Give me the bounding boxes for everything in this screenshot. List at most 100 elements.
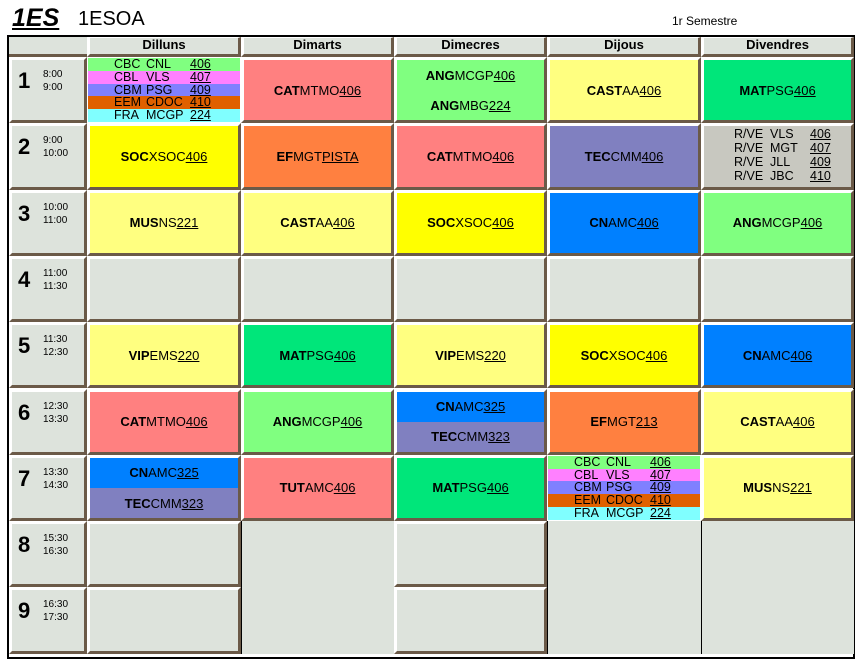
room-number[interactable]: 406 bbox=[645, 347, 668, 363]
religion-class-item[interactable]: R/VE JLL 409 bbox=[704, 155, 851, 169]
group-class-item[interactable]: CBC CNL 406 bbox=[548, 454, 700, 469]
class-half[interactable]: ANG MBG 224 bbox=[397, 90, 544, 121]
class-slot[interactable]: EF MGT 213 bbox=[547, 388, 701, 455]
class-slot[interactable]: MAT PSG 406 bbox=[701, 57, 854, 124]
empty-slot[interactable] bbox=[394, 255, 547, 323]
class-slot[interactable]: CAST AA 406 bbox=[701, 388, 854, 455]
class-half[interactable]: TEC CMM 323 bbox=[397, 421, 544, 452]
class-slot[interactable]: MAT PSG 406 bbox=[394, 454, 547, 522]
empty-slot[interactable] bbox=[394, 587, 547, 654]
empty-slot[interactable] bbox=[241, 255, 394, 323]
room-number[interactable]: 406 bbox=[339, 82, 362, 98]
room-number[interactable]: 406 bbox=[333, 347, 356, 363]
room-number[interactable]: 406 bbox=[641, 148, 664, 164]
group-class-item[interactable]: EEM CDOC 410 bbox=[548, 494, 700, 507]
room-number[interactable]: 323 bbox=[488, 429, 510, 445]
religion-class-item[interactable]: R/VE JBC 410 bbox=[704, 169, 851, 183]
room-number[interactable]: 406 bbox=[793, 82, 816, 98]
room-number[interactable]: 409 bbox=[650, 480, 671, 495]
group-class-item[interactable]: CBL VLS 407 bbox=[548, 467, 700, 482]
class-slot[interactable]: MUS NS 221 bbox=[701, 454, 854, 522]
room-number[interactable]: 409 bbox=[190, 82, 211, 97]
room-number[interactable]: 407 bbox=[190, 69, 211, 84]
empty-slot[interactable] bbox=[701, 255, 854, 323]
room-number[interactable]: 406 bbox=[486, 480, 509, 496]
class-slot[interactable]: MUS NS 221 bbox=[87, 189, 241, 256]
group-class-item[interactable]: CBM PSG 409 bbox=[548, 480, 700, 495]
religion-class-item[interactable]: R/VE VLS 406 bbox=[704, 127, 851, 141]
class-slot[interactable]: TUT AMC 406 bbox=[241, 454, 394, 522]
empty-slot[interactable] bbox=[547, 521, 701, 654]
room-number[interactable]: 406 bbox=[650, 454, 671, 469]
room-number[interactable]: 325 bbox=[176, 465, 199, 481]
group-class-item[interactable]: CBM PSG 409 bbox=[88, 82, 240, 97]
room-number[interactable]: 406 bbox=[639, 82, 662, 98]
class-half[interactable]: ANG MCGP 406 bbox=[397, 60, 544, 91]
room-number[interactable]: 213 bbox=[635, 414, 658, 430]
room-number[interactable]: 410 bbox=[810, 169, 831, 184]
room-number[interactable]: 406 bbox=[493, 67, 516, 83]
class-slot[interactable]: SOC XSOC 406 bbox=[394, 189, 547, 256]
class-slot[interactable]: MAT PSG 406 bbox=[241, 322, 394, 389]
room-number[interactable]: 406 bbox=[790, 347, 813, 363]
class-half[interactable]: TEC CMM 323 bbox=[90, 487, 238, 519]
room-number[interactable]: 406 bbox=[333, 215, 355, 231]
room-number[interactable]: 220 bbox=[484, 347, 506, 363]
room-number[interactable]: 224 bbox=[650, 505, 671, 520]
class-slot[interactable]: ANG MCGP 406 bbox=[701, 189, 854, 256]
empty-slot[interactable] bbox=[701, 521, 854, 654]
empty-slot[interactable] bbox=[87, 255, 241, 323]
room-number[interactable]: 407 bbox=[810, 141, 831, 156]
group-class-item[interactable]: EEM CDOC 410 bbox=[88, 95, 240, 110]
split-class-slot[interactable]: ANG MCGP 406 ANG MBG 224 bbox=[394, 57, 547, 124]
class-slot[interactable]: CN AMC 406 bbox=[701, 322, 854, 389]
room-number[interactable]: 406 bbox=[190, 57, 211, 71]
room-number[interactable]: 406 bbox=[333, 480, 356, 496]
room-number[interactable]: 406 bbox=[800, 215, 823, 231]
room-number[interactable]: 410 bbox=[650, 493, 671, 508]
empty-slot[interactable] bbox=[87, 587, 241, 654]
split-class-slot[interactable]: CN AMC 325 TEC CMM 323 bbox=[87, 454, 241, 522]
class-slot[interactable]: CAST AA 406 bbox=[241, 189, 394, 256]
room-number[interactable]: 406 bbox=[793, 414, 815, 430]
room-number[interactable]: 406 bbox=[636, 215, 659, 231]
room-number[interactable]: 406 bbox=[185, 414, 208, 430]
empty-slot[interactable] bbox=[241, 521, 394, 654]
class-half[interactable]: CN AMC 325 bbox=[90, 457, 238, 488]
empty-slot[interactable] bbox=[394, 521, 547, 588]
religion-class-item[interactable]: R/VE MGT 407 bbox=[704, 141, 851, 155]
room-number[interactable]: 409 bbox=[810, 155, 831, 170]
room-number[interactable]: 410 bbox=[190, 95, 211, 110]
room-number[interactable]: 406 bbox=[492, 215, 514, 231]
class-slot[interactable]: ANG MCGP 406 bbox=[241, 388, 394, 455]
class-slot[interactable]: CAT MTMO 406 bbox=[241, 57, 394, 124]
class-slot[interactable]: CAST AA 406 bbox=[547, 57, 701, 124]
room-number[interactable]: 406 bbox=[492, 148, 515, 164]
room-number[interactable]: 323 bbox=[181, 495, 204, 511]
room-number[interactable]: 406 bbox=[810, 127, 831, 142]
class-slot[interactable]: EF MGT PISTA bbox=[241, 123, 394, 190]
room-number[interactable]: 221 bbox=[790, 480, 812, 496]
empty-slot[interactable] bbox=[547, 255, 701, 323]
room-number[interactable]: 224 bbox=[488, 97, 511, 113]
class-slot[interactable]: SOC XSOC 406 bbox=[87, 123, 241, 190]
room-number[interactable]: 325 bbox=[483, 399, 506, 415]
group-class-item[interactable]: CBL VLS 407 bbox=[88, 69, 240, 84]
room-number[interactable]: 220 bbox=[177, 347, 200, 363]
room-number[interactable]: 224 bbox=[190, 108, 211, 123]
religion-class-list[interactable]: R/VE VLS 406 R/VE MGT 407 R/VE JLL 409 R/VE JBC 410 bbox=[701, 123, 854, 190]
split-class-slot[interactable]: CN AMC 325 TEC CMM 323 bbox=[394, 388, 547, 455]
group-class-item[interactable]: FRA MCGP 224 bbox=[548, 507, 700, 520]
group-class-list[interactable]: CBC CNL 406 CBL VLS 407 CBM PSG 409 EEM CDOC 410 FRA… bbox=[87, 57, 241, 124]
class-slot[interactable]: SOC XSOC 406 bbox=[547, 322, 701, 389]
room-number[interactable]: 407 bbox=[650, 467, 671, 482]
class-slot[interactable]: CAT MTMO 406 bbox=[87, 388, 241, 455]
group-class-list[interactable]: CBC CNL 406 CBL VLS 407 CBM PSG 409 EEM CDOC 410 FRA… bbox=[547, 454, 701, 522]
class-slot[interactable]: CAT MTMO 406 bbox=[394, 123, 547, 190]
room-number[interactable]: 221 bbox=[176, 215, 199, 231]
class-half[interactable]: CN AMC 325 bbox=[397, 391, 544, 422]
empty-slot[interactable] bbox=[87, 521, 241, 588]
class-slot[interactable]: VIP EMS 220 bbox=[394, 322, 547, 389]
group-class-item[interactable]: CBC CNL 406 bbox=[88, 58, 240, 71]
room-number[interactable]: 406 bbox=[185, 148, 208, 164]
